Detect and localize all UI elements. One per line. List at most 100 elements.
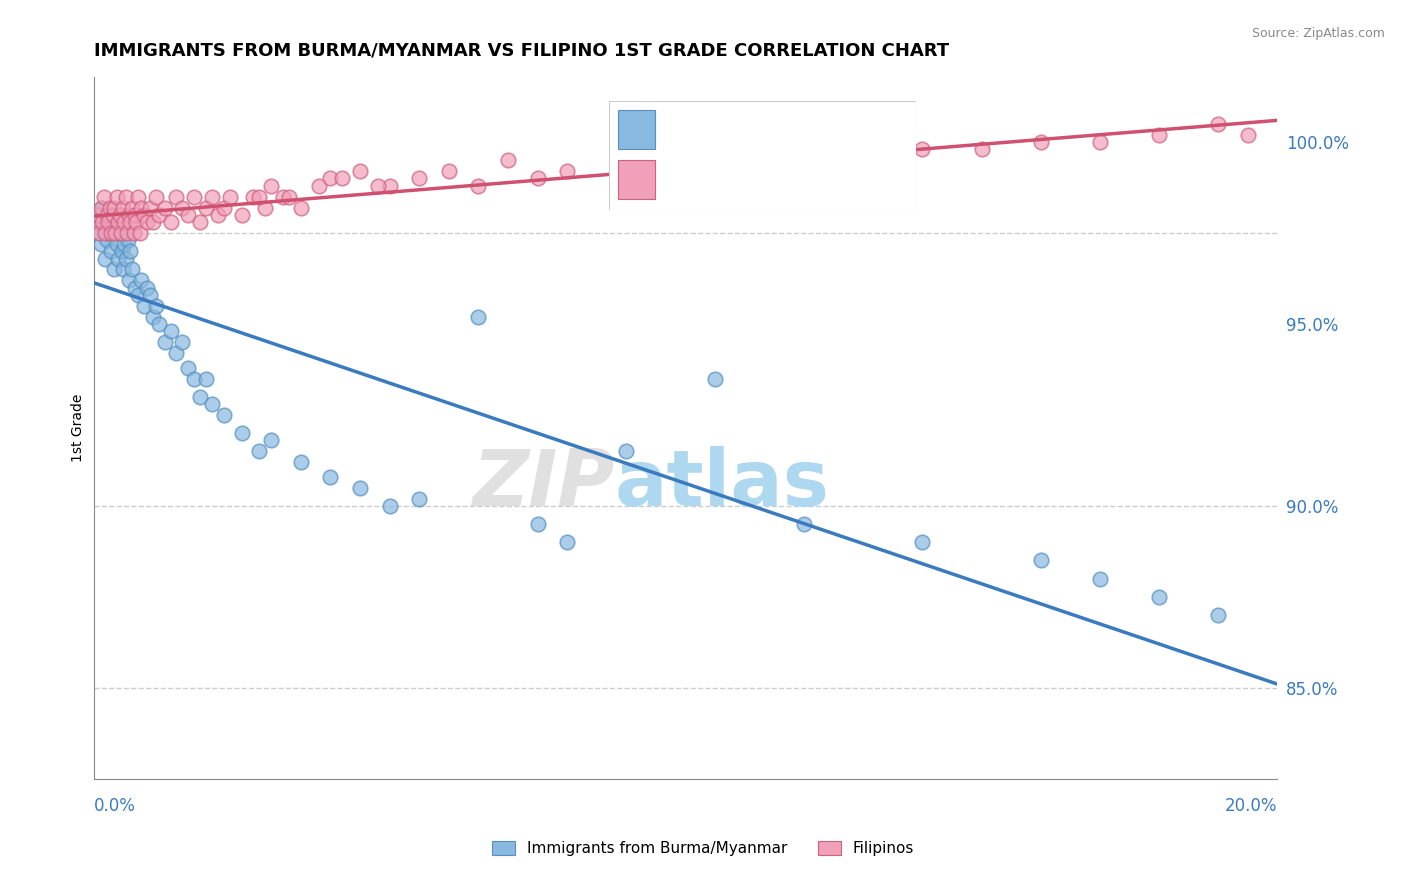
Point	[104, 226, 127, 240]
Point	[135, 215, 157, 229]
Point	[94, 252, 117, 266]
Point	[103, 201, 125, 215]
Point	[201, 189, 224, 203]
Point	[207, 208, 229, 222]
Text: 20.0%: 20.0%	[1225, 797, 1278, 815]
Point	[793, 164, 815, 178]
Point	[96, 208, 118, 222]
Point	[93, 215, 115, 229]
Point	[290, 455, 312, 469]
Point	[159, 215, 181, 229]
Point	[125, 215, 148, 229]
Point	[212, 201, 235, 215]
Point	[112, 201, 135, 215]
Point	[132, 208, 155, 222]
Text: 0.0%: 0.0%	[94, 797, 135, 815]
Point	[112, 215, 135, 229]
Point	[115, 189, 138, 203]
Point	[970, 142, 993, 156]
Point	[87, 208, 110, 222]
Point	[1088, 572, 1111, 586]
Point	[111, 244, 134, 259]
Point	[704, 371, 727, 385]
Point	[614, 444, 637, 458]
Point	[105, 215, 128, 229]
Point	[90, 201, 112, 215]
Text: IMMIGRANTS FROM BURMA/MYANMAR VS FILIPINO 1ST GRADE CORRELATION CHART: IMMIGRANTS FROM BURMA/MYANMAR VS FILIPIN…	[94, 42, 949, 60]
Point	[96, 233, 118, 247]
Point	[139, 288, 162, 302]
Point	[93, 189, 115, 203]
Point	[117, 226, 139, 240]
Point	[105, 189, 128, 203]
Y-axis label: 1st Grade: 1st Grade	[72, 393, 86, 462]
Point	[911, 142, 934, 156]
Point	[86, 215, 108, 229]
Point	[1029, 135, 1052, 149]
Point	[148, 208, 170, 222]
Point	[127, 288, 149, 302]
Point	[349, 481, 371, 495]
Point	[148, 317, 170, 331]
Point	[132, 299, 155, 313]
Point	[107, 215, 129, 229]
Point	[153, 335, 176, 350]
Point	[793, 517, 815, 532]
Point	[218, 189, 240, 203]
Point	[115, 252, 138, 266]
Point	[177, 208, 200, 222]
Point	[128, 226, 150, 240]
Point	[1206, 608, 1229, 623]
Point	[231, 426, 253, 441]
Legend: Immigrants from Burma/Myanmar, Filipinos: Immigrants from Burma/Myanmar, Filipinos	[485, 835, 921, 862]
Point	[165, 346, 187, 360]
Point	[195, 201, 218, 215]
Point	[89, 226, 111, 240]
Point	[97, 226, 120, 240]
Point	[319, 470, 342, 484]
Point	[378, 499, 401, 513]
Text: ZIP: ZIP	[472, 446, 614, 522]
Point	[122, 226, 145, 240]
Point	[142, 215, 165, 229]
Point	[467, 178, 489, 193]
Point	[1237, 128, 1260, 142]
Point	[105, 236, 128, 251]
Point	[614, 153, 637, 168]
Point	[260, 178, 283, 193]
Point	[242, 189, 264, 203]
Point	[172, 201, 194, 215]
Point	[165, 189, 187, 203]
Point	[91, 201, 114, 215]
Point	[308, 178, 330, 193]
Point	[526, 171, 548, 186]
Point	[124, 208, 146, 222]
Point	[90, 236, 112, 251]
Point	[260, 434, 283, 448]
Point	[1088, 135, 1111, 149]
Point	[110, 226, 132, 240]
Point	[247, 444, 270, 458]
Point	[201, 397, 224, 411]
Point	[121, 201, 143, 215]
Point	[117, 233, 139, 247]
Point	[129, 273, 152, 287]
Point	[526, 517, 548, 532]
Point	[496, 153, 519, 168]
Point	[145, 299, 167, 313]
Point	[467, 310, 489, 324]
Point	[100, 226, 122, 240]
Point	[911, 535, 934, 549]
Point	[153, 201, 176, 215]
Point	[349, 164, 371, 178]
Point	[247, 189, 270, 203]
Point	[212, 408, 235, 422]
Point	[330, 171, 353, 186]
Point	[86, 215, 108, 229]
Point	[408, 491, 430, 506]
Point	[87, 208, 110, 222]
Point	[183, 189, 205, 203]
Point	[1147, 128, 1170, 142]
Point	[103, 262, 125, 277]
Point	[108, 226, 131, 240]
